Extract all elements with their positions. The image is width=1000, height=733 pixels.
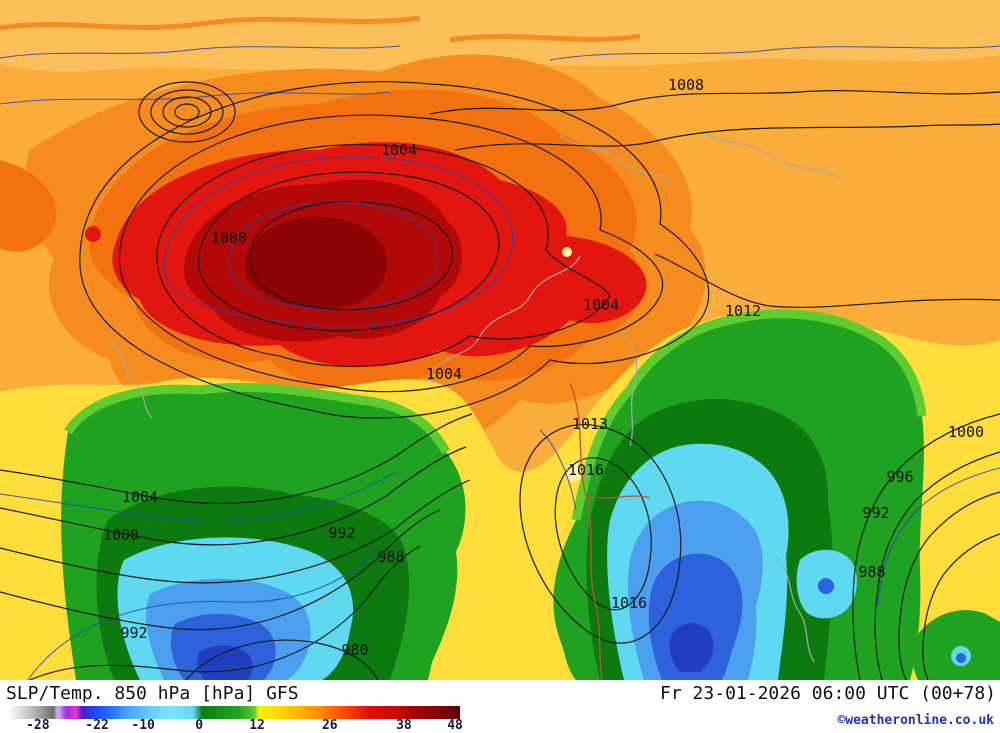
isobar-line xyxy=(654,253,1000,308)
legend-tick: 26 xyxy=(321,718,338,733)
coastline xyxy=(699,129,841,179)
legend-tick: 0 xyxy=(195,718,204,733)
temp-region-red-core xyxy=(244,216,387,310)
isotherm-line xyxy=(539,429,577,511)
footer-bar: SLP/Temp. 850 hPa [hPa] GFS Fr 23-01-202… xyxy=(0,680,1000,733)
isobar-contours xyxy=(0,81,1000,680)
isobar-line xyxy=(0,509,441,631)
orange-streaks xyxy=(0,15,641,43)
valid-time-label: Fr 23-01-2026 06:00 UTC (00+78) xyxy=(660,683,996,704)
temp-spot-red-west xyxy=(85,226,101,242)
pressure-label: 1004 xyxy=(122,488,158,506)
isobar-line xyxy=(118,114,663,393)
coastline xyxy=(429,255,581,373)
isobar-line xyxy=(248,200,454,311)
isobar-line xyxy=(519,423,682,644)
isobar-line xyxy=(0,413,473,504)
isobar-line xyxy=(454,123,1000,151)
isobar-line xyxy=(79,81,710,419)
pressure-label: 1004 xyxy=(426,365,462,383)
pressure-label: 1000 xyxy=(103,526,139,544)
pressure-label: 1012 xyxy=(725,302,761,320)
pressure-label: 1016 xyxy=(568,461,604,479)
boundary-line xyxy=(585,495,651,499)
isobar-line xyxy=(0,479,471,584)
isobar-line xyxy=(185,639,379,680)
weather-map: 1008 1004 1000 1004 1012 1004 1013 1000 1016 996 1… xyxy=(0,0,1000,680)
copyright-link[interactable]: ©weatheronline.co.uk xyxy=(837,713,994,728)
isobar-line xyxy=(874,451,1000,680)
boundary-layer xyxy=(569,383,651,680)
coastline-layer xyxy=(109,129,841,663)
temp-rim-green-west xyxy=(64,382,450,455)
pressure-label: 992 xyxy=(328,524,355,542)
isobar-eddy xyxy=(150,89,224,135)
pressure-label: 980 xyxy=(341,641,368,659)
temp-rim-green-east xyxy=(571,309,927,521)
pressure-label: 988 xyxy=(858,563,885,581)
pressure-label: 992 xyxy=(862,504,889,522)
map-canvas: 1008 1004 1000 1004 1012 1004 1013 1000 1016 996 1… xyxy=(0,0,1000,680)
legend-tick: -22 xyxy=(85,718,109,733)
isotherm-line xyxy=(228,201,439,311)
temp-region-west-orange xyxy=(0,160,57,252)
legend-tick: 48 xyxy=(447,718,463,733)
isobar-eddy xyxy=(162,96,212,128)
orange-streak xyxy=(449,33,641,43)
temperature-scale-ticks: -28 -22 -10 0 12 26 38 48 xyxy=(8,718,463,733)
boundary-line xyxy=(569,383,603,680)
legend-tick: 38 xyxy=(396,718,412,733)
orange-streak xyxy=(0,15,421,31)
pressure-label: 1004 xyxy=(583,296,619,314)
isobar-line xyxy=(197,171,500,332)
isotherm-line xyxy=(549,45,1000,61)
temp-region-bluedark-east xyxy=(669,623,714,672)
isotherm-line xyxy=(877,467,1000,607)
pressure-label: 1000 xyxy=(948,423,984,441)
coastline xyxy=(775,555,815,663)
pressure-label: 992 xyxy=(120,624,147,642)
temperature-color-scale xyxy=(8,706,460,719)
isobar-line xyxy=(429,90,1000,115)
map-title: SLP/Temp. 850 hPa [hPa] GFS xyxy=(6,683,299,704)
pressure-label: 1013 xyxy=(572,415,608,433)
pressure-label: 1004 xyxy=(381,141,417,159)
isobar-line xyxy=(922,533,1000,680)
isobar-eddy xyxy=(174,103,200,121)
coastline xyxy=(559,135,673,183)
pressure-label: 1016 xyxy=(611,594,647,612)
isobar-eddy xyxy=(138,81,236,143)
coastline xyxy=(109,339,153,419)
isotherm-contours xyxy=(0,45,1000,680)
temp-spot-blue-southeast xyxy=(818,578,834,594)
isotherm-line xyxy=(0,91,391,105)
isobar-line xyxy=(0,446,467,546)
pressure-label: 1000 xyxy=(211,229,247,247)
pressure-label-layer: 1008 1004 1000 1004 1012 1004 1013 1000 1016 996 1… xyxy=(103,76,984,659)
temp-region-green-corner xyxy=(911,610,1000,680)
isobar-line xyxy=(156,143,611,367)
isobar-line xyxy=(554,457,652,611)
isobar-line xyxy=(852,413,1000,680)
coastline xyxy=(619,329,638,447)
isobar-line xyxy=(898,491,1000,680)
isobar-line xyxy=(29,545,421,680)
isotherm-line xyxy=(27,545,381,680)
pressure-label: 988 xyxy=(377,548,404,566)
isotherm-line xyxy=(0,471,397,523)
temp-spot-blue-corner xyxy=(956,653,966,663)
temperature-fill-layer xyxy=(0,0,1000,680)
isotherm-line xyxy=(0,45,401,59)
pressure-label: 1008 xyxy=(668,76,704,94)
legend-tick: -10 xyxy=(131,718,155,733)
legend-tick: 12 xyxy=(249,718,265,733)
temp-spot-pale-north xyxy=(562,247,572,257)
pressure-label: 996 xyxy=(886,468,913,486)
legend-tick: -28 xyxy=(26,718,50,733)
